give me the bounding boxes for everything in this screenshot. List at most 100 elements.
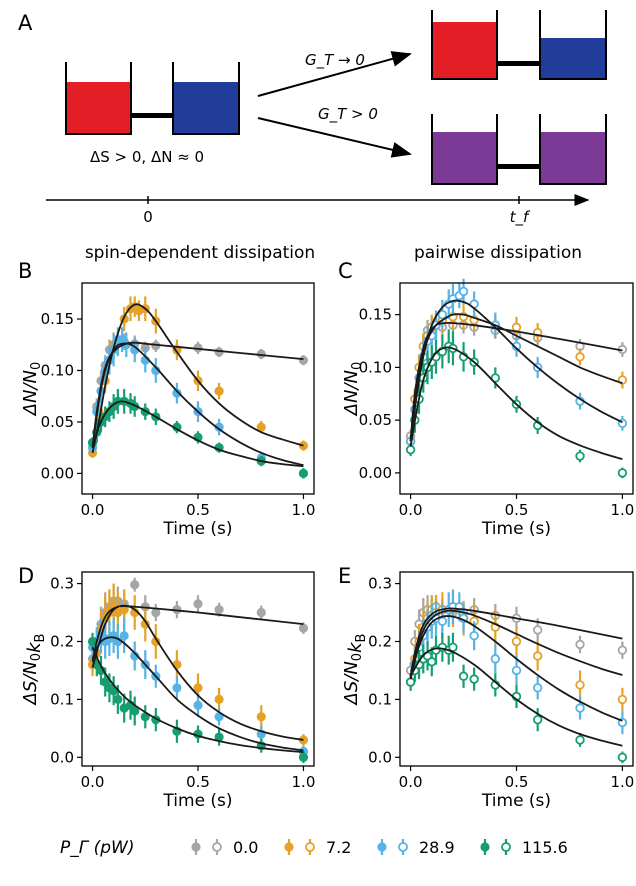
data-point [130,607,140,618]
y-tick-label: 0.05 [359,411,392,429]
legend-open-marker [305,842,315,852]
fit-line-0.0 [409,321,623,442]
panel-label-d: D [18,564,34,588]
column-title-left: spin-dependent dissipation [85,243,315,263]
left-reservoir-wall [65,62,132,135]
data-point [532,625,543,635]
data-point [214,422,224,432]
data-point [405,677,416,687]
fit-line-28.9 [91,636,304,752]
data-point [130,706,140,716]
legend-entry-115.6: 115.6 [480,838,568,857]
panel-label-c: C [338,259,353,283]
fit-line-115.6 [409,647,623,747]
legend-filled-marker [480,842,490,852]
series-115.6 [405,632,628,764]
legend-value: 115.6 [522,838,568,857]
left-reservoir-wall [431,114,498,185]
data-point [193,683,203,693]
legend-entry-28.9: 28.9 [377,838,455,857]
x-tick-label: 0.5 [186,773,210,791]
data-point [256,422,266,432]
legend-entry-7.2: 7.2 [284,838,351,857]
data-point [119,631,129,641]
red-reservoir-fill [432,22,497,79]
fit-line-28.9 [91,342,304,467]
y-tick-label: 0.00 [41,464,74,482]
fit-line-28.9 [409,615,623,722]
x-axis-label: Time (s) [162,791,232,811]
final-reservoirs-separated [431,10,607,80]
legend-open-marker [501,842,511,852]
left-reservoir-wall [431,10,498,80]
channel-connector [497,164,540,169]
fit-line-7.2 [409,609,623,680]
y-axis-label: ΔS/N0kB [341,634,369,707]
data-point [256,712,266,722]
data-point [298,468,309,479]
initial-condition-label: ΔS > 0, ΔN ≈ 0 [90,148,204,166]
x-tick-label: 1.0 [292,773,316,791]
right-reservoir-wall [172,62,240,135]
purple-reservoir-fill [432,132,497,184]
y-axis-label: ΔN/N0 [341,362,365,418]
data-point [256,607,266,618]
blue-reservoir-fill [540,38,606,79]
upper-arrow-label: G_T → 0 [305,51,365,70]
legend-value: 0.0 [233,838,258,857]
data-point [119,605,129,615]
x-axis-label: Time (s) [481,519,551,539]
data-point [151,341,161,351]
y-tick-label: 0.2 [50,632,74,650]
legend-value: 28.9 [419,838,455,857]
data-point [151,607,161,618]
data-point [575,703,585,713]
data-point [298,355,309,365]
data-point [469,674,479,684]
data-point [214,694,224,705]
fit-line-7.2 [91,604,304,741]
time-end-label: t_f [510,208,531,227]
x-tick-label: 1.0 [292,501,316,519]
data-point [214,386,224,396]
data-point [96,665,106,676]
fit-line-0.0 [409,607,623,677]
legend-filled-marker [284,842,294,852]
panel-e: E 0.0 0.5 1.0 0.0 0.1 0.2 0.3 Time (s) ΔS/N0kB [338,564,634,811]
lower-arrow [257,117,412,158]
y-tick-label: 0.0 [368,748,392,766]
data-point [193,343,203,353]
data-point [113,694,123,705]
data-point [172,422,182,432]
x-tick-label: 0.0 [399,773,423,791]
data-point [575,451,585,461]
data-point [298,752,309,762]
lower-arrow-label: G_T > 0 [318,105,378,124]
x-tick-label: 0.0 [81,501,105,519]
data-point [405,444,416,455]
data-point [172,683,182,693]
fit-line-28.9 [409,299,623,442]
legend-open-marker [212,842,222,852]
data-point [151,365,161,376]
data-point [617,752,628,763]
data-point [256,349,266,359]
legend-entry-0.0: 0.0 [191,838,258,857]
data-point [511,665,522,676]
fit-line-7.2 [91,303,304,454]
data-point [437,309,448,320]
y-tick-label: 0.3 [368,575,392,593]
fit-line-115.6 [409,346,623,461]
data-point [575,352,585,362]
series-28.9 [405,278,628,448]
x-tick-label: 0.5 [186,501,210,519]
fit-line-115.6 [91,646,304,753]
data-point [617,645,628,655]
panel-c: C 0.0 0.5 1.0 0.00 0.05 0.10 0.15 Time (s) ΔN/N0 [338,259,634,539]
purple-reservoir-fill [540,132,606,184]
y-tick-label: 0.2 [368,632,392,650]
panel-label-b: B [18,259,32,283]
x-axis-label: Time (s) [162,519,232,539]
